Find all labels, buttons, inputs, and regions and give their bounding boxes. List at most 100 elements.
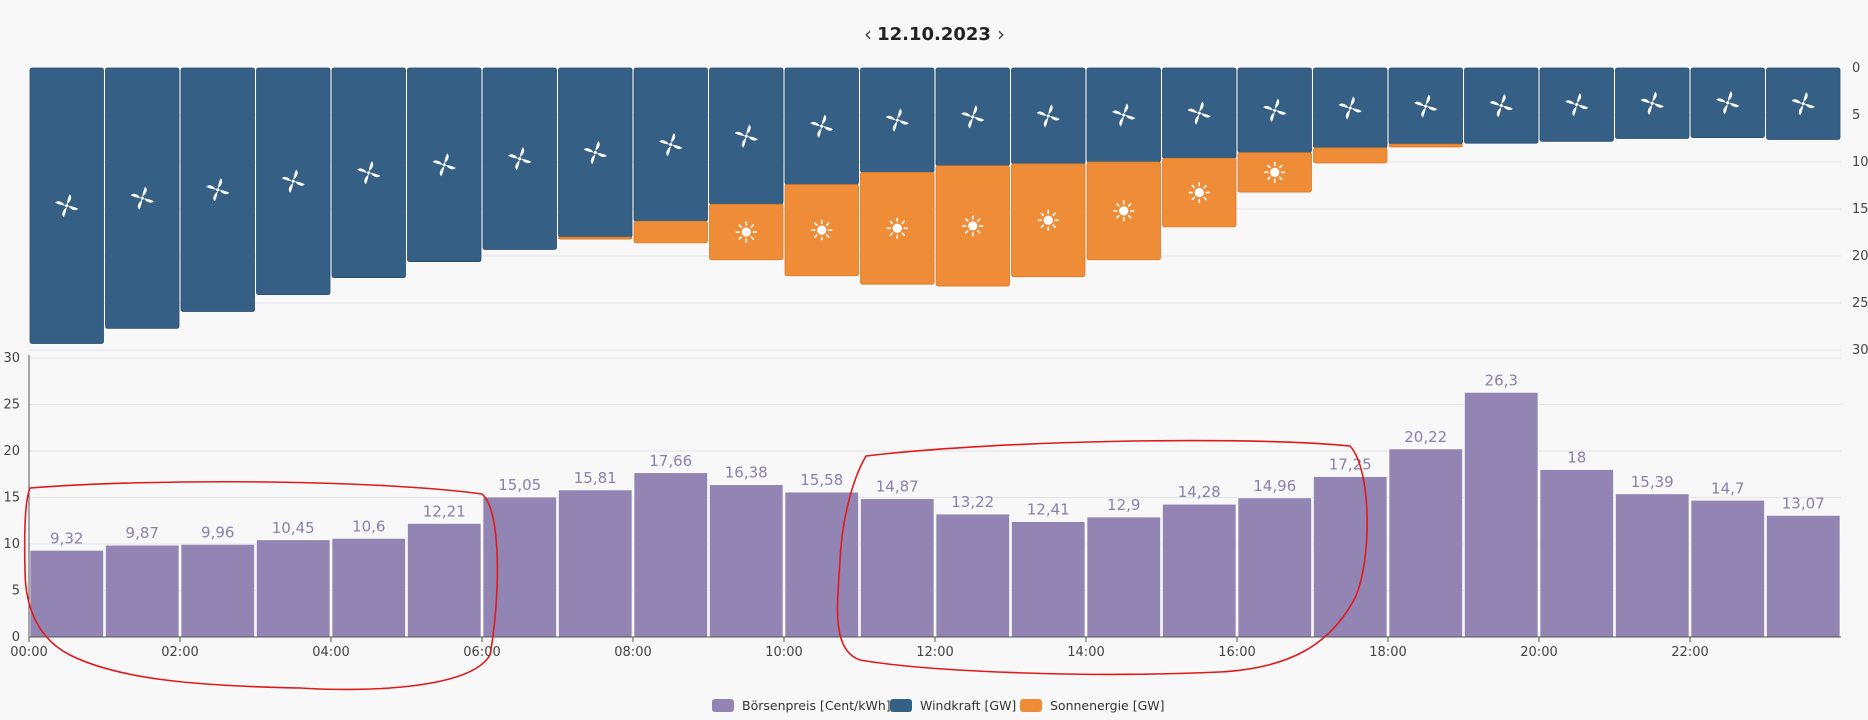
price-bar[interactable]	[1313, 476, 1388, 638]
wind-turbine-icon	[130, 186, 154, 210]
wind-turbine-icon	[1112, 103, 1136, 127]
price-bar[interactable]	[935, 513, 1010, 638]
price-bar[interactable]	[1086, 516, 1161, 638]
legend-item[interactable]: Sonnenergie [GW]	[1020, 698, 1165, 713]
price-bar[interactable]	[860, 498, 935, 638]
wind-blade	[972, 105, 978, 116]
price-y-tick-label: 25	[3, 398, 20, 413]
wind-blade	[1427, 106, 1438, 111]
price-bar[interactable]	[1162, 503, 1237, 638]
wind-hub	[1650, 101, 1654, 105]
wind-hub	[140, 196, 144, 200]
sun-ray	[1116, 215, 1120, 219]
price-bar[interactable]	[331, 538, 406, 638]
legend[interactable]: Börsenpreis [Cent/kWh] Windkraft [GW] Sonn…	[712, 698, 1165, 713]
wind-blade	[1048, 104, 1053, 115]
sun-core	[1043, 215, 1053, 225]
chevron-right-icon[interactable]: ›	[997, 22, 1005, 46]
price-data-label: 12,41	[1027, 501, 1070, 519]
sun-ray	[976, 218, 981, 222]
wind-blade	[1200, 113, 1211, 118]
annotation-circle-midday	[836, 439, 1368, 676]
wind-blade	[974, 116, 985, 122]
wind-blade	[445, 164, 456, 170]
solar-bar[interactable]	[633, 220, 708, 244]
wind-blade	[746, 124, 751, 135]
price-data-label: 9,32	[50, 529, 83, 547]
price-data-label: 10,6	[352, 517, 385, 535]
wind-turbine-icon	[281, 169, 305, 193]
wind-hub	[442, 163, 446, 167]
price-bar[interactable]	[1464, 392, 1539, 638]
sun-ray	[814, 222, 818, 227]
wind-turbine-icon	[659, 133, 683, 157]
price-data-label: 16,38	[725, 464, 768, 482]
wind-blade	[1572, 106, 1577, 117]
sun-ray	[1040, 212, 1045, 217]
price-bar[interactable]	[633, 472, 708, 638]
price-data-label: 12,21	[423, 502, 466, 520]
price-bar[interactable]	[709, 484, 784, 638]
price-bar[interactable]	[180, 544, 255, 638]
price-data-label: 15,39	[1631, 473, 1674, 491]
wind-hub	[971, 115, 975, 119]
annotation-circle-morning	[23, 480, 499, 691]
sun-icon	[1037, 209, 1059, 231]
wind-blade	[1112, 110, 1123, 115]
wind-blade	[1804, 103, 1815, 109]
price-bar[interactable]	[482, 496, 557, 638]
wind-turbine-icon	[1489, 94, 1513, 118]
price-bar[interactable]	[558, 489, 633, 638]
sun-ray	[901, 220, 905, 225]
wind-blade	[519, 147, 525, 158]
legend-item[interactable]: Windkraft [GW]	[890, 698, 1016, 713]
solar-bar[interactable]	[558, 236, 633, 240]
price-bar[interactable]	[407, 523, 482, 638]
x-tick-label: 00:00	[10, 645, 47, 660]
wind-blade	[1653, 103, 1664, 108]
wind-blade	[1576, 93, 1582, 104]
sun-ray	[750, 236, 754, 240]
price-data-label: 13,07	[1782, 494, 1825, 512]
sun-ray	[965, 218, 969, 222]
sun-ray	[1191, 196, 1196, 201]
sun-ray	[1052, 224, 1056, 229]
wind-blade	[892, 121, 898, 132]
wind-blade	[137, 199, 143, 210]
x-tick-label: 04:00	[312, 645, 349, 660]
sun-ray	[1191, 184, 1196, 189]
price-data-label: 15,05	[498, 476, 541, 494]
wind-blade	[672, 144, 683, 150]
generation-bars	[29, 67, 1841, 344]
price-bar[interactable]	[1237, 497, 1312, 638]
price-data-label: 14,7	[1711, 479, 1744, 497]
wind-hub	[65, 204, 69, 208]
wind-hub	[820, 124, 824, 128]
price-bar[interactable]	[105, 544, 180, 638]
generation-y-tick-label: 20	[1852, 249, 1868, 264]
price-bar[interactable]	[1690, 499, 1765, 638]
legend-item[interactable]: Börsenpreis [Cent/kWh]	[712, 698, 891, 713]
price-bar[interactable]	[1615, 493, 1690, 638]
wind-turbine-icon	[1338, 96, 1362, 120]
price-bar[interactable]	[1539, 469, 1614, 638]
price-bar[interactable]	[1011, 521, 1086, 638]
wind-blade	[142, 186, 147, 197]
wind-blade	[898, 120, 909, 125]
price-bar[interactable]	[1766, 515, 1841, 638]
wind-blade	[1647, 104, 1653, 115]
wind-blade	[55, 201, 66, 206]
solar-bar[interactable]	[1313, 147, 1388, 164]
price-bar[interactable]	[29, 550, 104, 638]
price-bar[interactable]	[256, 539, 331, 638]
wind-blade	[1421, 107, 1426, 118]
price-bar[interactable]	[1388, 448, 1463, 638]
price-bar[interactable]	[784, 491, 859, 638]
wind-blade	[1501, 94, 1506, 104]
solar-bar[interactable]	[1388, 143, 1463, 148]
wind-hub	[669, 143, 673, 147]
wind-blade	[1049, 115, 1060, 121]
chevron-left-icon[interactable]: ‹	[864, 22, 872, 46]
wind-blade	[1274, 98, 1280, 109]
